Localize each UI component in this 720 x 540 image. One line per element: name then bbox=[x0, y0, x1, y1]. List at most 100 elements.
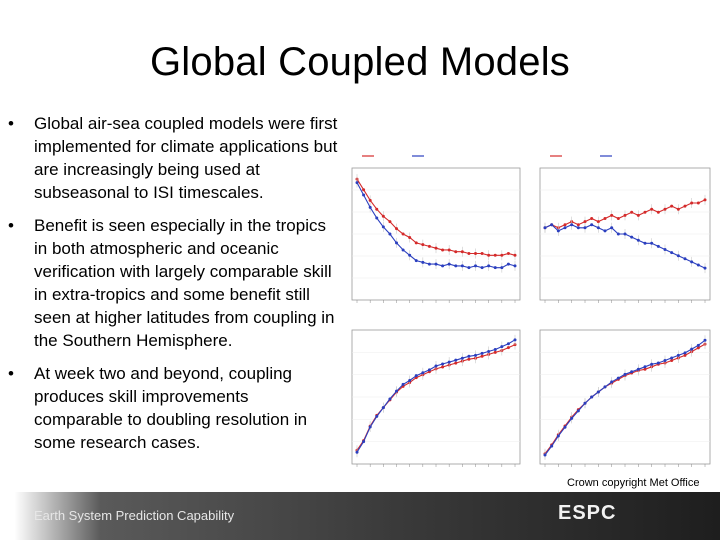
data-point bbox=[663, 358, 667, 362]
bullet-text: At week two and beyond, coupling produce… bbox=[34, 364, 308, 452]
data-point bbox=[563, 226, 567, 230]
data-point bbox=[460, 264, 464, 268]
data-point bbox=[480, 251, 484, 255]
data-point bbox=[683, 353, 687, 357]
data-point bbox=[650, 362, 654, 366]
data-point bbox=[487, 264, 491, 268]
data-point bbox=[408, 253, 412, 257]
data-point bbox=[676, 353, 680, 357]
data-point bbox=[683, 351, 687, 355]
data-point bbox=[550, 444, 554, 448]
data-point bbox=[460, 356, 464, 360]
data-point bbox=[441, 248, 445, 252]
data-point bbox=[590, 217, 594, 220]
data-point bbox=[414, 241, 418, 245]
data-point bbox=[375, 216, 379, 220]
data-point bbox=[487, 253, 491, 257]
data-point bbox=[427, 368, 431, 372]
data-point bbox=[556, 434, 560, 438]
data-point bbox=[441, 264, 445, 268]
bullet-text: Benefit is seen especially in the tropic… bbox=[34, 216, 335, 350]
data-point bbox=[375, 414, 379, 418]
data-point bbox=[596, 226, 600, 230]
data-point bbox=[590, 395, 594, 399]
data-point bbox=[355, 181, 359, 185]
data-point bbox=[447, 262, 451, 266]
data-point bbox=[500, 266, 504, 270]
data-point bbox=[643, 241, 647, 245]
data-point bbox=[630, 210, 634, 214]
data-point bbox=[434, 246, 438, 250]
data-point bbox=[427, 262, 431, 266]
slide-title: Global Coupled Models bbox=[149, 40, 570, 84]
data-point bbox=[355, 450, 359, 454]
data-point bbox=[381, 225, 385, 229]
data-point bbox=[603, 229, 607, 233]
bullet-item: • Global air-sea coupled models were fir… bbox=[8, 112, 338, 204]
data-point bbox=[670, 204, 674, 208]
data-point bbox=[421, 243, 425, 247]
data-point bbox=[401, 232, 405, 236]
data-point bbox=[563, 223, 567, 227]
data-point bbox=[690, 201, 694, 205]
data-point bbox=[656, 210, 660, 214]
data-point bbox=[663, 207, 667, 211]
data-point bbox=[676, 254, 680, 258]
bullet-text: Global air-sea coupled models were first… bbox=[34, 114, 338, 202]
data-point bbox=[563, 425, 567, 429]
data-point bbox=[703, 198, 707, 202]
data-point bbox=[467, 357, 471, 361]
data-point bbox=[388, 232, 392, 236]
data-point bbox=[603, 385, 607, 389]
data-point bbox=[467, 354, 471, 358]
footer-text: Earth System Prediction Capability bbox=[34, 508, 235, 523]
data-point bbox=[636, 238, 640, 242]
data-point bbox=[623, 232, 627, 236]
data-point bbox=[454, 358, 458, 362]
data-point bbox=[596, 390, 600, 394]
data-point bbox=[683, 257, 687, 261]
data-point bbox=[676, 207, 680, 211]
data-point bbox=[616, 217, 620, 220]
data-point bbox=[610, 226, 614, 230]
data-point bbox=[480, 351, 484, 355]
data-point bbox=[696, 201, 700, 205]
espc-logo: ESPC bbox=[558, 502, 617, 524]
data-point bbox=[670, 251, 674, 255]
data-point bbox=[506, 262, 510, 266]
data-point bbox=[441, 362, 445, 366]
bullet-item: • At week two and beyond, coupling produ… bbox=[8, 362, 338, 454]
data-point bbox=[467, 251, 471, 255]
data-point bbox=[454, 264, 458, 268]
data-point bbox=[543, 453, 547, 457]
bullet-marker: • bbox=[8, 216, 14, 235]
data-point bbox=[696, 343, 700, 347]
data-point bbox=[643, 365, 647, 369]
data-point bbox=[696, 263, 700, 267]
data-point bbox=[513, 253, 517, 257]
data-point bbox=[493, 266, 497, 270]
data-point bbox=[663, 248, 667, 251]
data-point bbox=[616, 232, 620, 236]
data-point bbox=[421, 260, 425, 264]
data-point bbox=[630, 235, 634, 239]
data-point bbox=[493, 348, 497, 352]
data-point bbox=[368, 205, 372, 209]
data-point bbox=[576, 223, 580, 227]
data-point bbox=[636, 213, 640, 217]
data-point bbox=[493, 253, 497, 257]
data-point bbox=[395, 227, 398, 231]
data-point bbox=[480, 354, 484, 358]
data-point bbox=[596, 220, 600, 224]
footer-bar: Earth System Prediction Capability ESPC bbox=[0, 492, 720, 540]
data-point bbox=[556, 229, 560, 233]
data-point bbox=[500, 253, 504, 257]
data-point bbox=[656, 361, 660, 365]
data-point bbox=[623, 372, 627, 376]
data-point bbox=[395, 389, 398, 393]
bullet-marker: • bbox=[8, 364, 14, 383]
copyright-notice: Crown copyright Met Office bbox=[567, 477, 700, 489]
data-point bbox=[513, 264, 517, 268]
data-point bbox=[362, 193, 366, 197]
bullet-item: • Benefit is seen especially in the trop… bbox=[8, 214, 338, 352]
